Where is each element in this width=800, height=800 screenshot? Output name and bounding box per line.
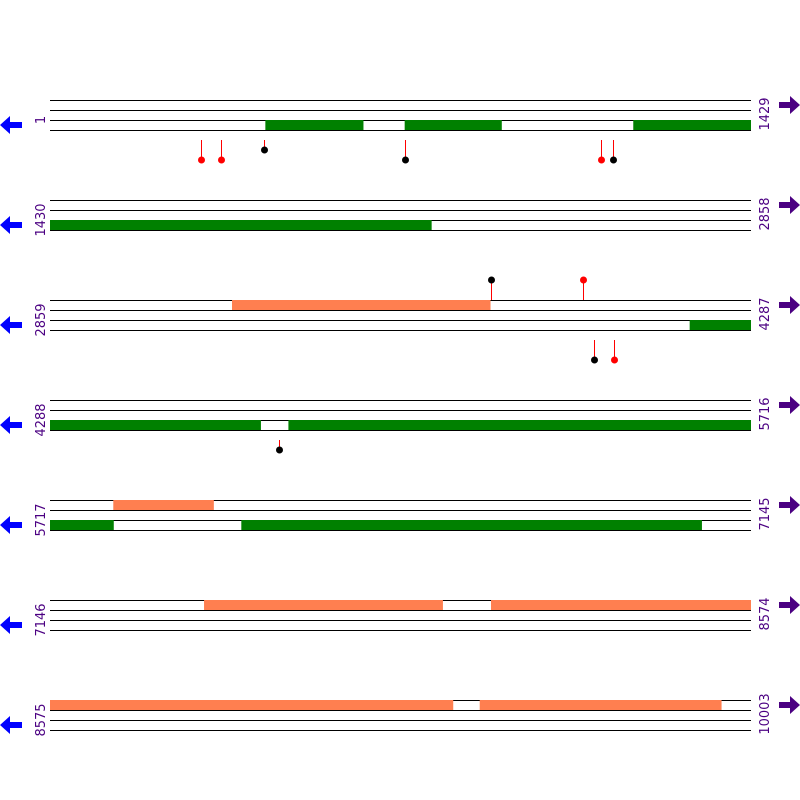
marker-dot bbox=[598, 156, 605, 164]
feature-segment bbox=[479, 700, 722, 710]
arrow-left-icon bbox=[0, 516, 22, 534]
marker-dot bbox=[580, 276, 587, 284]
feature-segment bbox=[50, 700, 454, 710]
arrow-right-icon bbox=[779, 496, 800, 514]
feature-segment bbox=[265, 120, 364, 130]
row-start-label: 8575 bbox=[34, 703, 49, 736]
marker-dot bbox=[218, 156, 225, 164]
marker-dot bbox=[261, 146, 268, 154]
row-end-label: 7145 bbox=[758, 497, 773, 530]
row-start-label: 7146 bbox=[34, 603, 49, 636]
row-start-label: 5717 bbox=[34, 503, 49, 536]
marker-dot bbox=[591, 356, 598, 364]
feature-segment bbox=[50, 520, 114, 530]
feature-segment bbox=[404, 120, 502, 130]
marker-dot bbox=[276, 446, 283, 454]
feature-segment bbox=[241, 520, 702, 530]
row-end-label: 4287 bbox=[758, 297, 773, 330]
row-start-label: 4288 bbox=[34, 403, 49, 436]
feature-segment bbox=[689, 320, 751, 330]
arrow-right-icon bbox=[779, 296, 800, 314]
row-end-label: 1429 bbox=[758, 97, 773, 130]
marker-dot bbox=[611, 356, 618, 364]
feature-segment bbox=[113, 500, 214, 510]
arrow-right-icon bbox=[779, 596, 800, 614]
arrow-right-icon bbox=[779, 196, 800, 214]
arrow-left-icon bbox=[0, 716, 22, 734]
row-start-label: 2859 bbox=[34, 303, 49, 336]
feature-segment bbox=[491, 600, 751, 610]
row-end-label: 5716 bbox=[758, 397, 773, 430]
marker-dot bbox=[488, 276, 495, 284]
arrow-left-icon bbox=[0, 416, 22, 434]
feature-segment bbox=[50, 420, 261, 430]
feature-segment bbox=[50, 220, 432, 230]
row-end-label: 2858 bbox=[758, 197, 773, 230]
marker-dot bbox=[610, 156, 617, 164]
arrow-left-icon bbox=[0, 216, 22, 234]
marker-dot bbox=[402, 156, 409, 164]
arrow-right-icon bbox=[779, 696, 800, 714]
feature-segment bbox=[231, 300, 491, 310]
arrow-left-icon bbox=[0, 116, 22, 134]
row-end-label: 10003 bbox=[758, 693, 773, 734]
arrow-right-icon bbox=[779, 396, 800, 414]
row-end-label: 8574 bbox=[758, 597, 773, 630]
feature-segment bbox=[204, 600, 443, 610]
marker-dot bbox=[198, 156, 205, 164]
row-start-label: 1430 bbox=[34, 203, 49, 236]
row-start-label: 1 bbox=[34, 116, 49, 124]
arrow-right-icon bbox=[779, 96, 800, 114]
arrow-left-icon bbox=[0, 616, 22, 634]
arrow-left-icon bbox=[0, 316, 22, 334]
feature-segment bbox=[288, 420, 751, 430]
feature-segment bbox=[633, 120, 751, 130]
